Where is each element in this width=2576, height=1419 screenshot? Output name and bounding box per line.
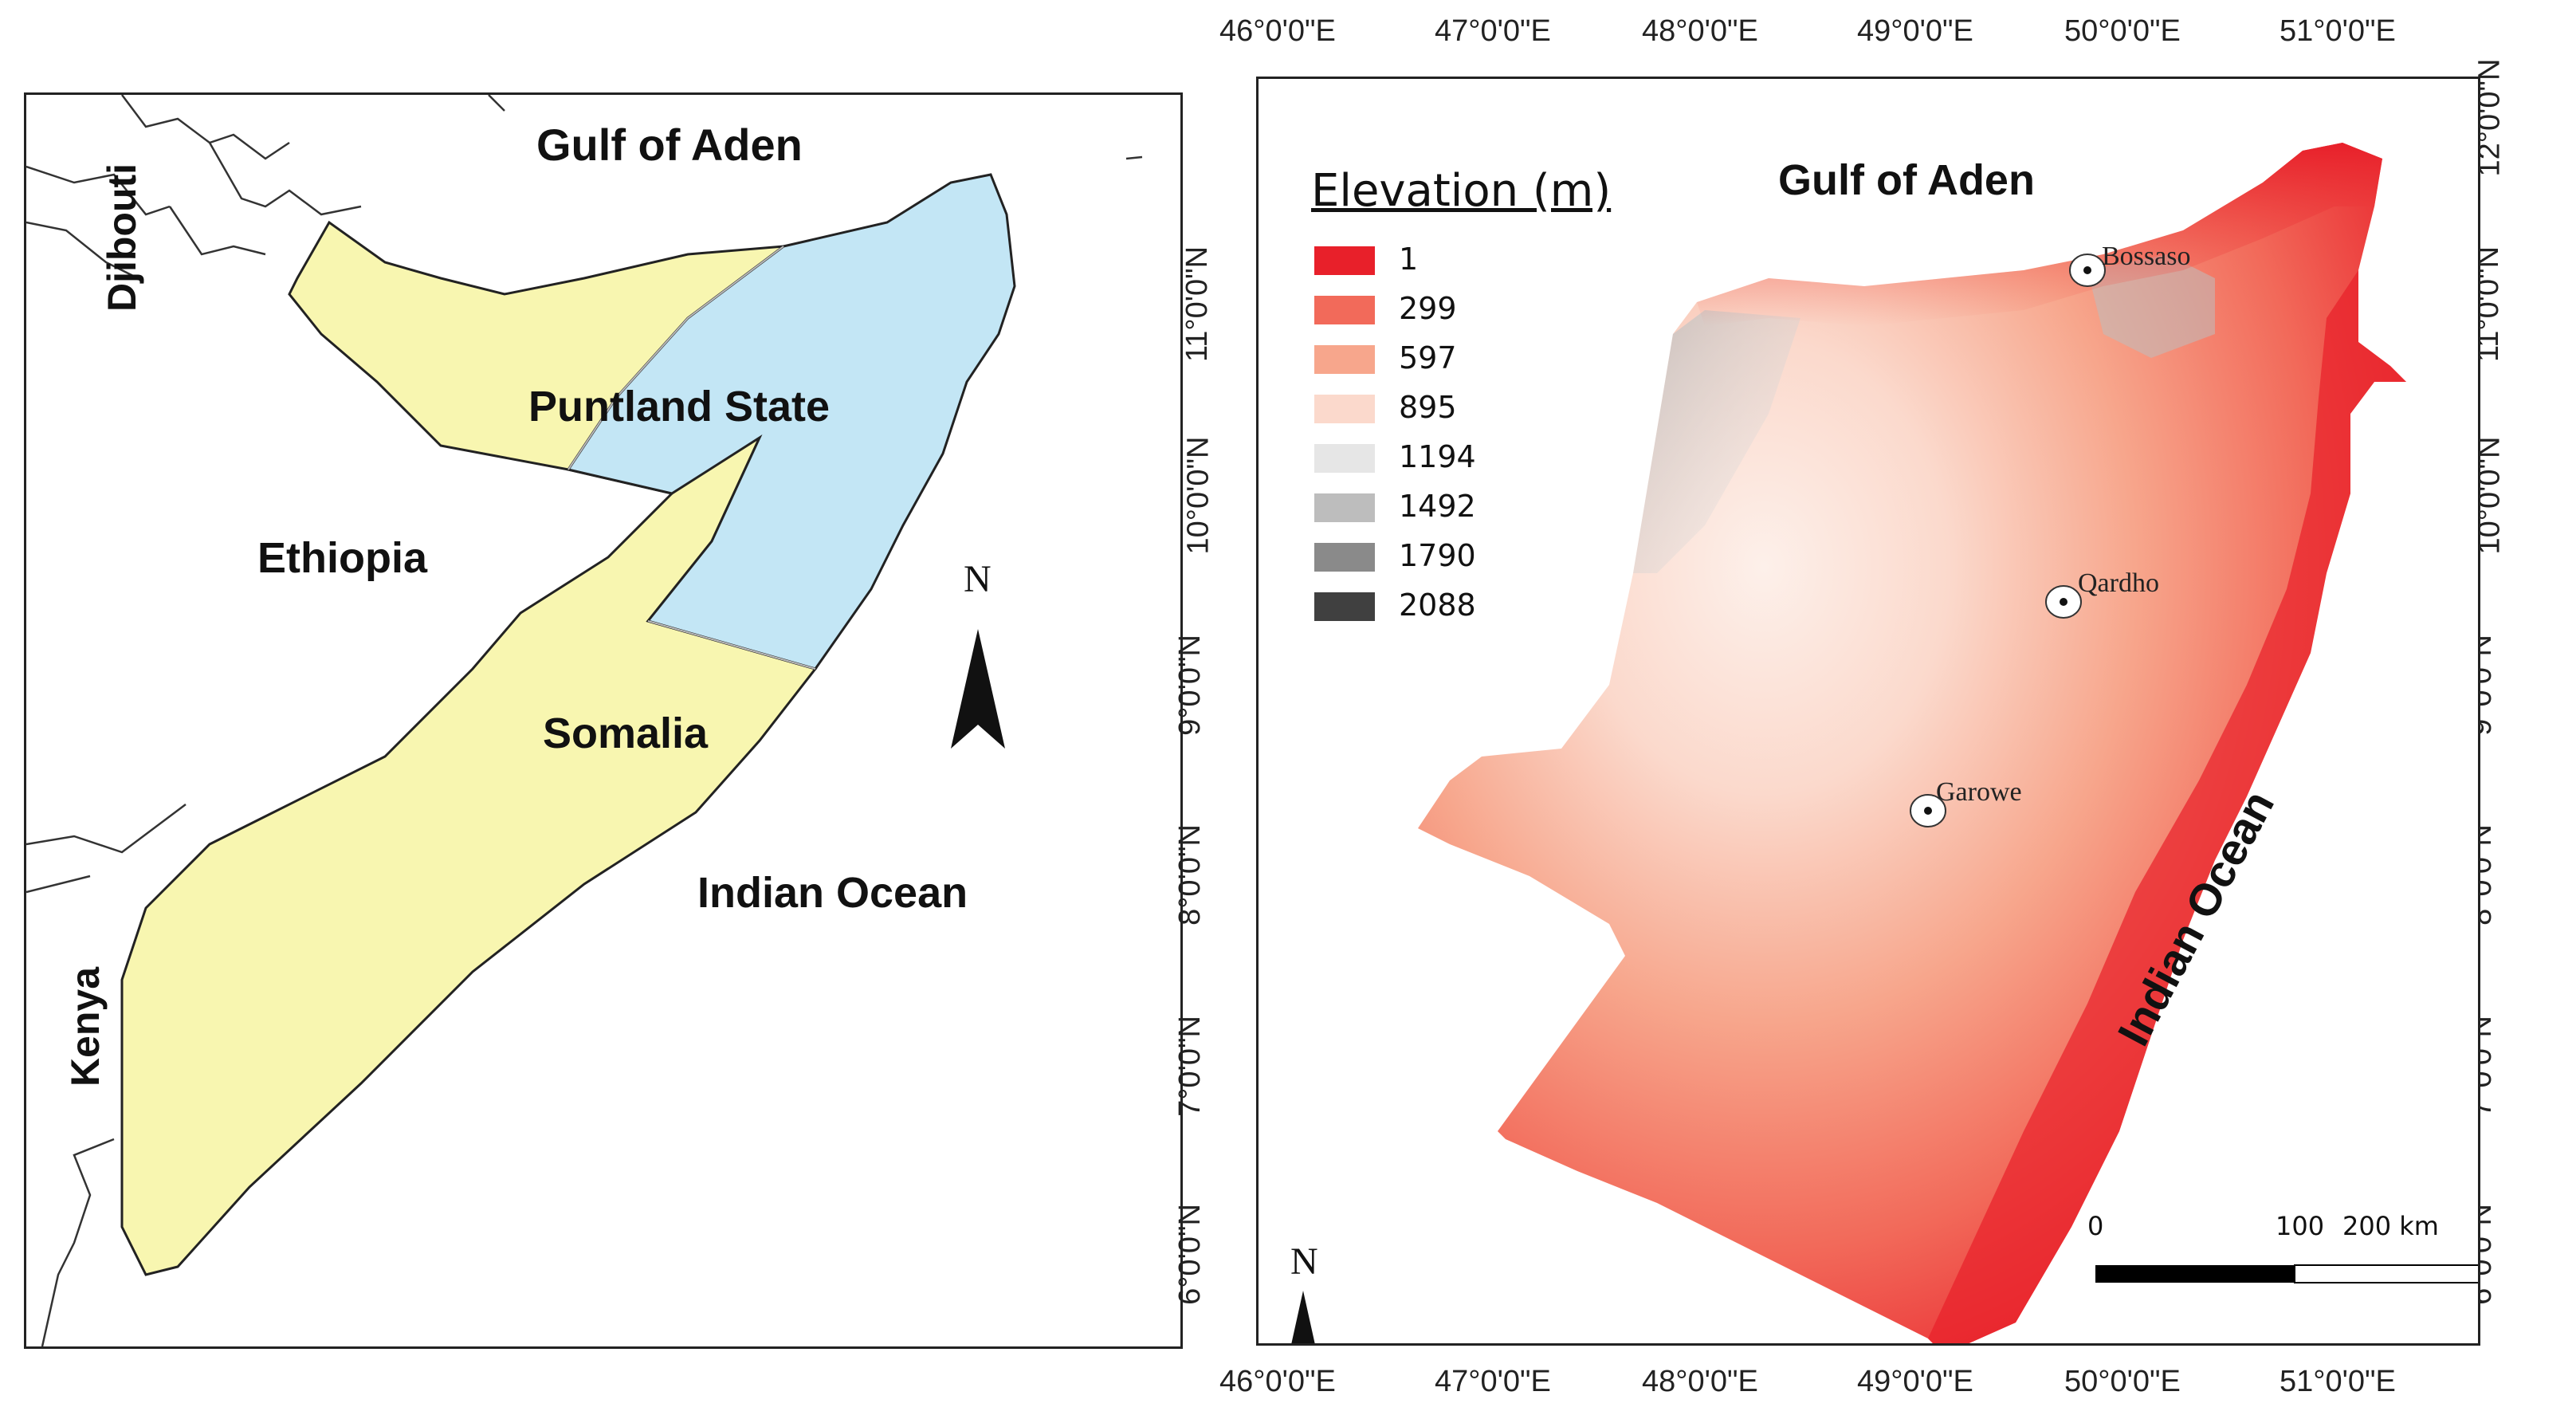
scale-label-200: 200 km xyxy=(2342,1211,2439,1241)
legend-label-895: 895 xyxy=(1399,390,1457,425)
legend-label-1: 1 xyxy=(1399,242,1419,277)
legend-swatch-299 xyxy=(1314,296,1375,324)
legend-label-299: 299 xyxy=(1399,291,1457,326)
region-division-south xyxy=(647,620,816,670)
puntland-region xyxy=(566,173,1016,670)
label-indian-ocean: Indian Ocean xyxy=(697,869,968,917)
legend-swatch-1492 xyxy=(1314,493,1375,522)
label-kenya: Kenya xyxy=(63,966,108,1087)
legend-swatch-2088 xyxy=(1314,592,1375,621)
x-tick-top-47: 47°0'0"E xyxy=(1435,14,1551,48)
y-tick-left-7: 7°0'0"N xyxy=(1172,1016,1207,1117)
legend-label-1492: 1492 xyxy=(1399,489,1476,524)
north-arrow-icon xyxy=(951,629,1005,749)
x-tick-bottom-48: 48°0'0"E xyxy=(1642,1365,1758,1398)
x-tick-bottom-46: 46°0'0"E xyxy=(1219,1365,1336,1398)
y-tick-left-10: 10°0'0"N xyxy=(1181,436,1215,555)
town-marker-qardho xyxy=(2045,585,2082,619)
label-djibouti: Djibouti xyxy=(100,163,144,312)
elevation-map-svg xyxy=(1291,143,2478,1343)
somalia-overview-map: Gulf of Aden Djibouti Ethiopia Puntland … xyxy=(24,92,1183,1349)
label-gulf-of-aden: Gulf of Aden xyxy=(536,120,803,170)
x-tick-bottom-49: 49°0'0"E xyxy=(1857,1365,1973,1398)
x-tick-top-46: 46°0'0"E xyxy=(1219,14,1336,48)
region-division xyxy=(567,246,784,470)
scale-label-0: 0 xyxy=(2087,1211,2104,1241)
legend-swatch-597 xyxy=(1314,345,1375,374)
legend-swatch-1194 xyxy=(1314,444,1375,473)
x-tick-bottom-50: 50°0'0"E xyxy=(2064,1365,2181,1398)
north-label-right: N xyxy=(1290,1240,1318,1283)
scale-label-100: 100 xyxy=(2276,1211,2325,1241)
label-ethiopia: Ethiopia xyxy=(257,534,427,582)
legend-label-1790: 1790 xyxy=(1399,538,1476,573)
puntland-elevation-map: Gulf of Aden Indian Ocean Bossaso Qardho… xyxy=(1256,77,2480,1346)
somalia-map-svg xyxy=(26,95,1143,1346)
y-tick-left-6: 6°0'0"N xyxy=(1172,1204,1207,1305)
legend-title: Elevation (m) xyxy=(1311,165,1612,217)
y-tick-left-9: 9°0'0"N xyxy=(1172,635,1207,736)
town-label-garowe: Garowe xyxy=(1936,777,2022,807)
scale-bar xyxy=(2095,1264,2478,1283)
town-marker-garowe xyxy=(1910,794,1946,827)
legend-label-597: 597 xyxy=(1399,340,1457,375)
legend-swatch-895 xyxy=(1314,395,1375,423)
town-marker-bossaso xyxy=(2069,254,2106,287)
x-tick-top-48: 48°0'0"E xyxy=(1642,14,1758,48)
coastal-lowland-strip xyxy=(1697,143,2382,326)
legend-label-1194: 1194 xyxy=(1399,439,1476,474)
label-somalia: Somalia xyxy=(543,710,709,757)
label-gulf-of-aden-right: Gulf of Aden xyxy=(1778,156,2035,204)
x-tick-bottom-47: 47°0'0"E xyxy=(1435,1365,1551,1398)
legend-swatch-1790 xyxy=(1314,543,1375,572)
north-arrow-icon xyxy=(1291,1291,1315,1343)
legend-swatch-1 xyxy=(1314,246,1375,275)
y-tick-left-8: 8°0'0"N xyxy=(1172,824,1207,926)
north-label: N xyxy=(964,558,992,600)
x-tick-top-49: 49°0'0"E xyxy=(1857,14,1973,48)
legend-label-2088: 2088 xyxy=(1399,588,1476,623)
x-tick-top-50: 50°0'0"E xyxy=(2064,14,2181,48)
x-tick-top-51: 51°0'0"E xyxy=(2280,14,2396,48)
town-label-bossaso: Bossaso xyxy=(2102,242,2191,271)
east-coast-lowland xyxy=(1928,270,2406,1343)
town-label-qardho: Qardho xyxy=(2078,568,2159,598)
x-tick-bottom-51: 51°0'0"E xyxy=(2280,1365,2396,1398)
label-puntland-state: Puntland State xyxy=(528,383,831,430)
country-borders xyxy=(26,95,1143,1346)
y-tick-left-11: 11°0'0"N xyxy=(1180,246,1215,363)
highland-grey-area xyxy=(1633,310,1800,573)
